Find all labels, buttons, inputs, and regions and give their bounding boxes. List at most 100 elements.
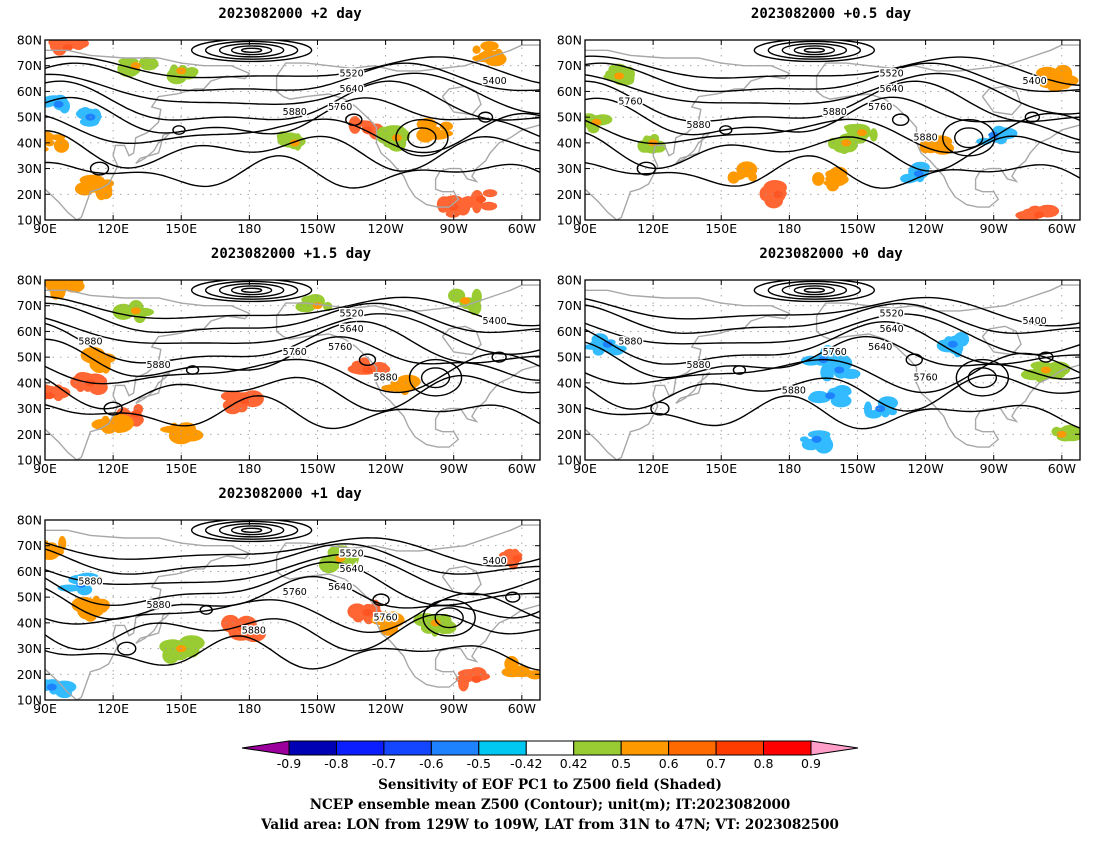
sensitivity-cell: [809, 390, 830, 403]
closed-contour: [420, 367, 451, 389]
sensitivity-core: [391, 134, 402, 142]
y-tick-label: 20N: [17, 667, 42, 682]
z500-contour: [585, 296, 1080, 327]
z500-contour: [45, 613, 540, 652]
sensitivity-cell: [183, 644, 200, 658]
sensitivity-core: [931, 139, 942, 147]
y-tick-label: 30N: [17, 161, 42, 176]
coastline: [981, 325, 1022, 356]
sensitivity-core: [482, 49, 493, 57]
vortex-contour: [218, 42, 285, 58]
y-tick-label: 60N: [557, 84, 582, 99]
closed-contour: [172, 125, 186, 135]
sensitivity-core: [90, 358, 100, 366]
y-tick-label: 80N: [17, 273, 42, 288]
contour-label: 5400: [1022, 76, 1046, 87]
sensitivity-cell: [863, 401, 873, 418]
sensitivity-cell: [416, 127, 435, 143]
contour-label: 5760: [328, 342, 352, 353]
z500-contour: [585, 72, 1080, 115]
sensitivity-cell: [830, 394, 852, 408]
closed-contour: [434, 607, 464, 629]
z500-contour: [45, 130, 540, 172]
y-tick-label: 40N: [17, 135, 42, 150]
sensitivity-core: [825, 175, 836, 183]
z500-contour: [45, 295, 540, 327]
contour-label: 5880: [374, 373, 398, 384]
sensitivity-core: [476, 195, 486, 203]
sensitivity-core: [913, 170, 924, 178]
sensitivity-core: [176, 425, 187, 433]
sensitivity-core: [834, 366, 845, 374]
closed-contour: [408, 358, 463, 397]
sensitivity-core: [773, 190, 783, 198]
x-tick-label: 90W: [440, 701, 468, 716]
sensitivity-cell: [457, 669, 484, 678]
z500-contour: [45, 374, 540, 412]
y-tick-label: 50N: [17, 110, 42, 125]
y-tick-label: 10N: [17, 693, 42, 708]
contour-label: 5640: [328, 582, 352, 593]
colorbar-tick-label: 0.7: [706, 756, 726, 771]
coastline: [441, 85, 482, 116]
sensitivity-core: [335, 555, 346, 563]
closed-contour: [942, 118, 996, 157]
sensitivity-core: [471, 675, 482, 683]
vortex-contour: [190, 40, 313, 63]
vortex-contour: [230, 285, 273, 296]
vortex-contour: [767, 280, 862, 300]
x-tick-label: 90W: [980, 221, 1008, 236]
sensitivity-cell: [34, 390, 42, 398]
x-tick-label: 120W: [367, 461, 403, 476]
colorbar-tick-label: -0.6: [419, 756, 443, 771]
colorbar-tick-label: 0.6: [659, 756, 679, 771]
z500-contour: [585, 55, 1080, 86]
x-tick-label: 60W: [1048, 461, 1076, 476]
z500-contour: [45, 72, 540, 115]
x-tick-label: 150E: [165, 701, 197, 716]
sensitivity-cell: [623, 66, 635, 82]
vortex-contour: [230, 525, 273, 536]
sensitivity-core: [362, 126, 373, 134]
sensitivity-core: [875, 405, 886, 413]
sensitivity-core: [460, 297, 471, 305]
vortex-contour: [230, 45, 273, 56]
x-tick-label: 120E: [97, 701, 129, 716]
caption-line-2: NCEP ensemble mean Z500 (Contour); unit(…: [309, 797, 791, 813]
sensitivity-core: [62, 44, 73, 52]
colorbar-tick-label: -0.7: [372, 756, 396, 771]
x-tick-label: 120W: [907, 221, 943, 236]
plot-frame: [44, 519, 541, 701]
sensitivity-cell: [445, 210, 460, 218]
panel-title: 2023082000 +0.5 day: [750, 6, 912, 22]
x-tick-label: 90E: [573, 461, 597, 476]
y-tick-label: 50N: [557, 350, 582, 365]
sensitivity-core: [130, 307, 141, 315]
x-tick-label: 150W: [299, 221, 335, 236]
contour-label: 5760: [914, 373, 938, 384]
y-tick-label: 30N: [17, 401, 42, 416]
caption-line-1: Sensitivity of EOF PC1 to Z500 field (Sh…: [378, 777, 722, 793]
sensitivity-cell: [480, 41, 499, 51]
vortex-contour: [240, 287, 263, 293]
z500-contour: [45, 320, 540, 364]
sensitivity-cell: [376, 126, 392, 144]
contour-label: 5880: [283, 107, 307, 118]
y-tick-label: 20N: [17, 187, 42, 202]
sensitivity-cell: [822, 363, 833, 377]
vortex-contour: [767, 40, 862, 60]
y-tick-label: 80N: [17, 33, 42, 48]
colorbar-tick-label: -0.42: [510, 756, 542, 771]
sensitivity-cell: [323, 301, 333, 312]
y-tick-label: 60N: [17, 84, 42, 99]
z500-contour: [45, 155, 540, 189]
y-tick-label: 40N: [557, 135, 582, 150]
vortex-contour: [753, 280, 876, 303]
sensitivity-cell: [472, 45, 481, 54]
closed-contour: [954, 127, 984, 149]
x-tick-label: 120E: [97, 221, 129, 236]
vortex-contour: [204, 520, 299, 540]
sensitivity-cell: [396, 374, 421, 389]
x-tick-label: 150W: [299, 461, 335, 476]
x-tick-label: 180: [777, 221, 801, 236]
